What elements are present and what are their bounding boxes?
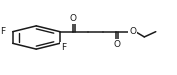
Text: O: O (129, 27, 136, 36)
Text: O: O (114, 40, 121, 49)
Text: O: O (70, 14, 77, 23)
Text: F: F (0, 27, 5, 36)
Text: F: F (61, 43, 66, 52)
